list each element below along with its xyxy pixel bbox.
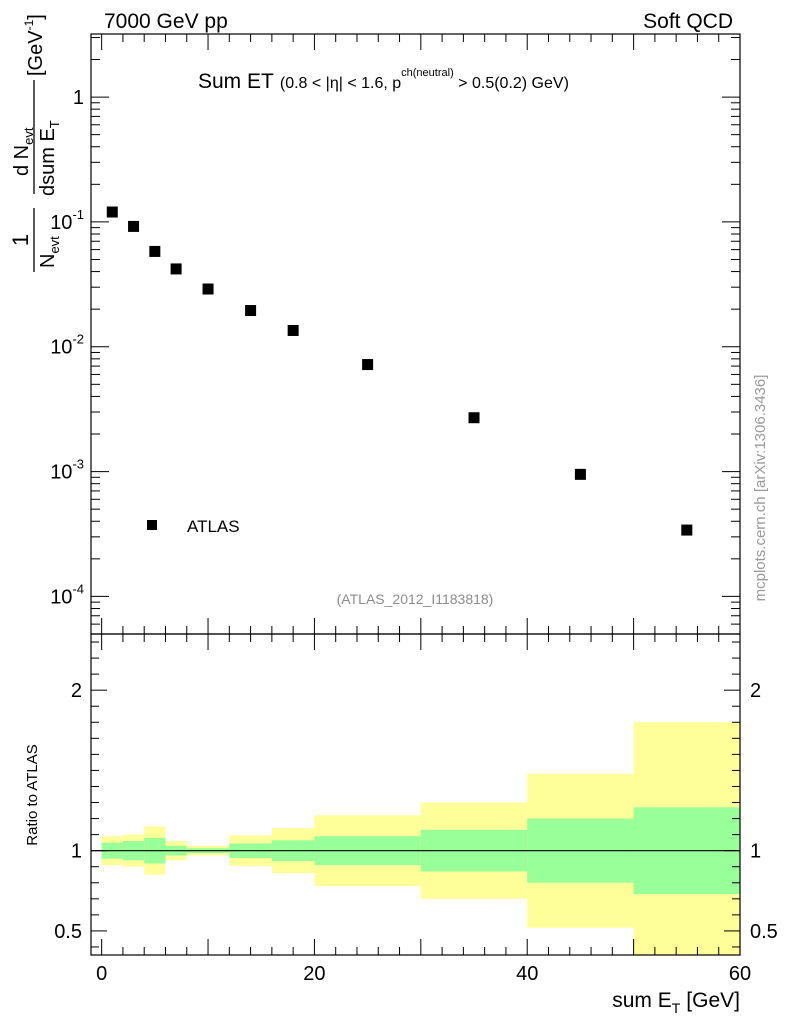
main-y-ticks: 10-4 10-3 10-2 10-1 1: [50, 36, 740, 635]
title-cut-c: > 0.5(0.2) GeV): [454, 75, 569, 92]
header-right-label: Soft QCD: [643, 10, 733, 33]
title-cut-a: (0.8 < |: [280, 75, 330, 92]
ratio-y-tick-label: 0.5: [54, 921, 82, 943]
legend-label: ATLAS: [187, 517, 240, 536]
atlas-point: [468, 412, 480, 424]
x-axis-label: sum ET [GeV]: [612, 989, 740, 1016]
ratio-panel: 0.5 0.5 1 1 2 2 0 20 40 60 Ratio to ATLAS sum ET…: [24, 633, 778, 1016]
ratio-y-label: Ratio to ATLAS: [24, 744, 41, 845]
ylabel-one: 1: [8, 234, 33, 246]
atlas-point: [170, 263, 182, 275]
atlas-point: [574, 468, 586, 480]
ylabel-dsum: dsum ET: [37, 120, 62, 196]
header-left-label: 7000 GeV pp: [104, 10, 228, 33]
x-tick-label: 0: [96, 963, 107, 985]
ratio-y-tick-label: 1: [71, 841, 82, 863]
ratio-y-tick-label-right: 1: [750, 841, 761, 863]
atlas-point: [245, 305, 257, 317]
atlas-points: [106, 206, 693, 536]
ylabel-dN: d Nevt: [11, 127, 36, 176]
ylabel-N: Nevt: [37, 236, 62, 268]
main-y-tick-label: 10-1: [50, 207, 84, 234]
main-y-label: 1 Nevt d Nevt dsum ET [GeV-1]: [8, 14, 62, 272]
title-main: Sum ET: [198, 70, 274, 93]
ratio-y-tick-label: 2: [71, 680, 82, 702]
title-cut-sup: ch(neutral): [401, 67, 454, 79]
ratio-y-tick-label-right: 0.5: [750, 921, 778, 943]
x-tick-label: 20: [303, 963, 325, 985]
title-cut-eta: η: [330, 75, 339, 92]
atlas-point: [202, 283, 214, 295]
atlas-point: [287, 324, 299, 336]
main-y-tick-label: 10-3: [50, 457, 84, 484]
atlas-point: [149, 245, 161, 257]
main-y-tick-label: 10-2: [50, 332, 84, 359]
ratio-y-ticks: 0.5 0.5 1 1 2 2: [54, 641, 778, 948]
atlas-point: [681, 524, 693, 536]
atlas-point: [128, 220, 140, 232]
x-tick-label: 40: [516, 963, 538, 985]
plot-title: Sum ET (0.8 < |η| < 1.6, pch(neutral) > 0…: [198, 67, 569, 93]
ratio-frame: [90, 633, 741, 956]
title-cut-b: | < 1.6, p: [339, 75, 402, 92]
watermark: mcplots.cern.ch [arXiv:1306.3436]: [752, 375, 769, 602]
main-y-tick-label: 10-4: [50, 581, 84, 608]
atlas-point: [362, 359, 374, 371]
main-panel: 10-4 10-3 10-2 10-1 1 Sum ET (0.8 < |η| < 1.6…: [8, 14, 741, 635]
main-x-ticks: [101, 34, 741, 634]
ylabel-unit: [GeV-1]: [22, 14, 47, 76]
ratio-y-tick-label-right: 2: [750, 680, 761, 702]
atlas-point: [106, 206, 118, 218]
analysis-id: (ATLAS_2012_I1183818): [337, 591, 494, 607]
main-y-tick-label: 1: [73, 87, 84, 109]
legend-marker: [147, 520, 157, 530]
main-frame: [90, 33, 741, 635]
x-tick-label: 60: [729, 963, 751, 985]
ratio-x-ticks: 0 20 40 60: [96, 634, 751, 985]
